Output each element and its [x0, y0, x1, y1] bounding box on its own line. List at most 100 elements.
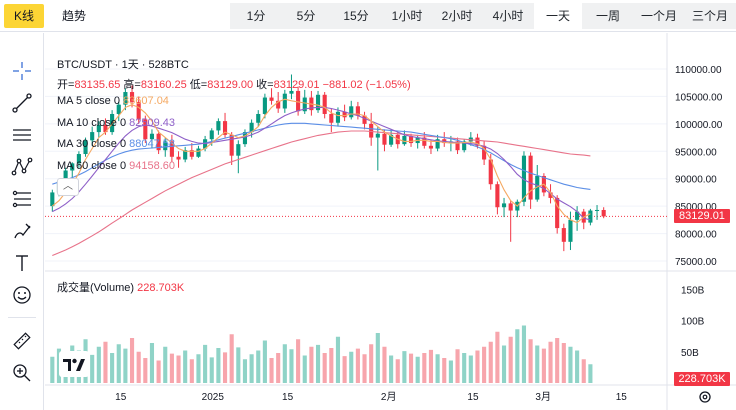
ma60-line: [52, 130, 591, 257]
volume-bar: [262, 340, 267, 383]
timeframe-1mo[interactable]: 一个月: [640, 9, 677, 23]
volume-bar: [428, 349, 434, 383]
volume-bar: [575, 350, 580, 383]
tab-trend[interactable]: 趋势: [61, 9, 86, 23]
close-value: 83129.01: [273, 79, 320, 91]
volume-bar: [276, 353, 281, 383]
volume-bar: [515, 329, 520, 383]
volume-bar: [488, 341, 493, 383]
ruler-icon[interactable]: [8, 327, 36, 355]
brush-icon[interactable]: [8, 217, 36, 245]
candle-body: [521, 155, 527, 202]
volume-bar: [309, 346, 314, 383]
volume-bar: [196, 354, 201, 383]
pattern-icon[interactable]: [8, 153, 36, 181]
legend-ma30: MA 30 close 0 88047.58: [57, 138, 175, 150]
candle-body: [216, 121, 221, 131]
timeframe-15m[interactable]: 15分: [343, 9, 369, 23]
candle-body: [555, 197, 560, 229]
candle-body: [276, 100, 281, 109]
open-value: 83135.65: [74, 79, 121, 91]
timeframe-1d[interactable]: 一天: [534, 3, 582, 29]
legend-ma60: MA 60 close 0 94158.60: [57, 160, 175, 172]
legend-ma5: MA 5 close 0 83607.04: [57, 95, 169, 107]
gear-icon[interactable]: [698, 390, 712, 404]
time-tick-label: 15: [616, 392, 628, 403]
timeframe-1h[interactable]: 1小时: [391, 9, 423, 23]
candle-body: [302, 97, 307, 112]
legend-volume: 成交量(Volume) 228.703K: [57, 279, 184, 295]
candle-body: [50, 192, 55, 207]
timeframe-5m[interactable]: 5分: [296, 9, 316, 23]
volume-bar: [408, 353, 414, 383]
emoji-icon[interactable]: [8, 281, 36, 309]
price-tick-label: 75000.00: [675, 257, 717, 268]
price-tick-label: 105000.00: [675, 92, 723, 103]
ma60-label: MA 60 close 0: [57, 160, 127, 172]
candle-body: [501, 203, 507, 208]
volume-bar: [468, 355, 473, 383]
candle-body: [90, 132, 95, 141]
candle-body: [176, 156, 181, 160]
volume-bar: [50, 356, 55, 383]
text-icon[interactable]: [8, 249, 36, 277]
time-tick-label: 15: [115, 392, 127, 403]
candle-body: [63, 170, 68, 182]
candle-body: [382, 133, 387, 145]
timeframe-4h[interactable]: 4小时: [492, 9, 524, 23]
horizontal-lines-icon[interactable]: [8, 121, 36, 149]
ma5-line: [51, 98, 591, 224]
ma5-label: MA 5 close 0: [57, 95, 120, 107]
chart-area[interactable]: 110000.00 105000.00 100000.00 95000.00 90000…: [45, 33, 736, 410]
close-label: 收=: [256, 79, 274, 91]
timeframe-3mo[interactable]: 三个月: [691, 9, 728, 23]
candle-body: [375, 133, 380, 138]
volume-bar: [282, 344, 287, 383]
volume-bar: [508, 336, 513, 383]
candle-body: [189, 150, 194, 157]
timeframe-2h[interactable]: 2小时: [441, 9, 473, 23]
fib-icon[interactable]: [8, 185, 36, 213]
candle-body: [362, 115, 367, 124]
candle-body: [455, 141, 460, 151]
symbol-title: BTC/USDT · 1天 · 528BTC: [57, 59, 189, 71]
candle-body: [163, 141, 168, 151]
candle-body: [422, 137, 427, 146]
volume-bar: [315, 344, 321, 383]
timeframe-1m[interactable]: 1分: [246, 9, 266, 23]
volume-bar: [289, 349, 294, 383]
volume-bar: [541, 348, 546, 383]
volume-bar: [561, 343, 566, 383]
trend-line-icon[interactable]: [8, 89, 36, 117]
volume-bar: [329, 348, 334, 383]
candle-body: [528, 155, 533, 200]
candle-body: [209, 130, 214, 140]
candle-body: [229, 134, 234, 156]
zoom-icon[interactable]: [8, 359, 36, 387]
volume-bar: [349, 351, 354, 383]
candle-body: [482, 145, 487, 160]
volume-bar: [249, 354, 254, 383]
volume-bar: [442, 358, 447, 383]
candle-body: [169, 141, 174, 157]
volume-bar: [222, 352, 228, 383]
crosshair-icon[interactable]: [8, 57, 36, 85]
time-tick-label: 3月: [535, 391, 551, 403]
volume-bar: [355, 348, 360, 383]
tab-kline[interactable]: K线: [4, 4, 44, 28]
candle-body: [129, 92, 135, 102]
volume-bar: [521, 325, 527, 383]
ma10-value: 82509.43: [129, 117, 176, 129]
volume-bar: [169, 353, 174, 383]
change-value: −881.02 (−1.05%): [322, 79, 411, 91]
chevron-up-icon[interactable]: ︿: [57, 178, 79, 196]
ma30-line: [52, 122, 591, 190]
timeframe-1w[interactable]: 一周: [595, 9, 620, 23]
volume-bar: [296, 339, 301, 383]
candle-body: [222, 121, 228, 135]
candle-body: [256, 113, 261, 123]
volume-bar: [375, 333, 380, 383]
price-chart[interactable]: 110000.00 105000.00 100000.00 95000.00 90000…: [45, 33, 736, 410]
volume-bar: [548, 341, 553, 383]
price-tick-label: 90000.00: [675, 175, 717, 186]
